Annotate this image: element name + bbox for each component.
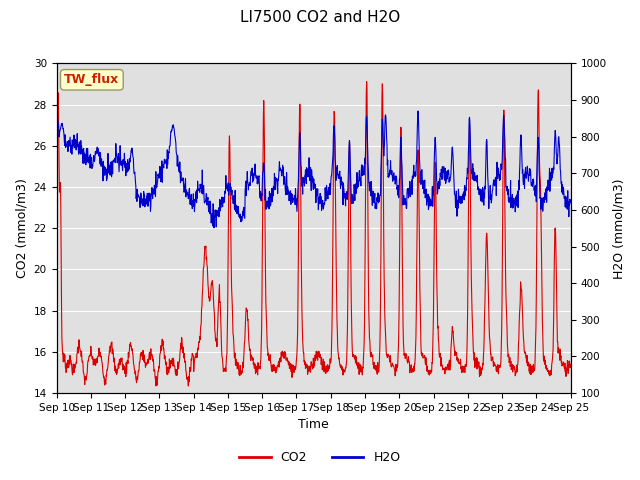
CO2 xyxy=(184,383,192,389)
X-axis label: Time: Time xyxy=(298,419,329,432)
CO2 xyxy=(167,358,175,363)
Y-axis label: H2O (mmol/m3): H2O (mmol/m3) xyxy=(612,178,625,278)
CO2 xyxy=(52,244,60,250)
H2O xyxy=(210,225,218,231)
CO2 xyxy=(225,180,232,186)
H2O xyxy=(225,192,232,198)
H2O xyxy=(154,173,162,179)
H2O xyxy=(414,108,422,114)
Line: CO2: CO2 xyxy=(56,82,571,386)
Text: TW_flux: TW_flux xyxy=(64,73,120,86)
H2O xyxy=(461,183,468,189)
CO2 xyxy=(363,79,371,84)
H2O xyxy=(506,194,514,200)
H2O xyxy=(52,119,60,124)
CO2 xyxy=(461,370,468,375)
Legend: CO2, H2O: CO2, H2O xyxy=(234,446,406,469)
Y-axis label: CO2 (mmol/m3): CO2 (mmol/m3) xyxy=(15,179,28,278)
H2O xyxy=(167,129,175,134)
CO2 xyxy=(506,363,514,369)
CO2 xyxy=(154,369,162,374)
H2O xyxy=(394,184,401,190)
Text: LI7500 CO2 and H2O: LI7500 CO2 and H2O xyxy=(240,10,400,24)
CO2 xyxy=(567,362,575,368)
CO2 xyxy=(394,363,401,369)
H2O xyxy=(567,200,575,205)
Line: H2O: H2O xyxy=(56,111,571,228)
